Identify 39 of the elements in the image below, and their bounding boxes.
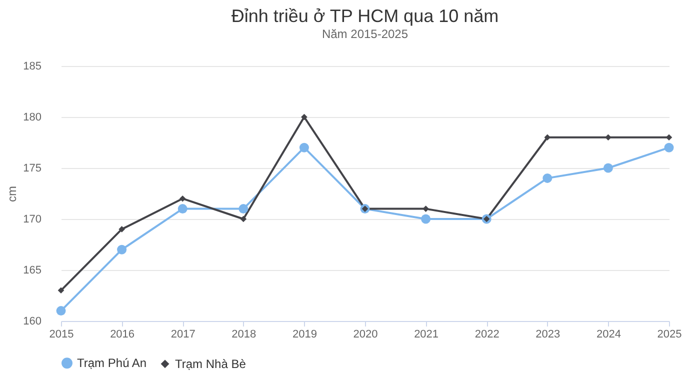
- chart-subtitle: Năm 2015-2025: [322, 27, 408, 41]
- point: [117, 244, 127, 254]
- point: [238, 204, 248, 214]
- point: [605, 134, 612, 141]
- point: [301, 114, 308, 120]
- point: [299, 142, 309, 152]
- chart-title: Đỉnh triều ở TP HCM qua 10 năm: [231, 6, 499, 26]
- point: [118, 226, 125, 232]
- point: [544, 134, 551, 141]
- point: [178, 204, 188, 214]
- point: [666, 134, 672, 141]
- x-tick-label: 2016: [110, 328, 135, 340]
- y-tick-label: 170: [23, 214, 42, 226]
- point: [56, 306, 66, 316]
- legend-label: Trạm Phú An: [77, 356, 147, 370]
- x-tick-label: 2019: [292, 328, 317, 340]
- y-tick-label: 180: [23, 112, 42, 124]
- x-tick-label: 2022: [474, 328, 500, 340]
- y-tick-label: 160: [23, 316, 42, 328]
- x-tick-label: 2025: [657, 328, 682, 340]
- x-tick-label: 2023: [536, 328, 560, 340]
- x-tick-label: 2018: [232, 328, 256, 340]
- x-tick-label: 2020: [353, 328, 378, 340]
- x-tick-label: 2015: [49, 328, 74, 340]
- point: [179, 195, 186, 202]
- point: [603, 163, 613, 173]
- x-tick-label: 2024: [596, 328, 621, 340]
- point: [58, 287, 64, 294]
- point: [542, 173, 552, 183]
- y-tick-label: 175: [23, 162, 42, 174]
- x-tick-label: 2017: [170, 328, 196, 340]
- y-tick-label: 165: [23, 264, 42, 276]
- point: [664, 142, 674, 152]
- y-tick-label: 185: [23, 60, 42, 72]
- x-tick-label: 2021: [414, 328, 439, 340]
- point: [240, 216, 247, 222]
- y-axis-title: cm: [5, 186, 20, 202]
- point: [421, 214, 431, 224]
- legend-label: Trạm Nhà Bè: [175, 356, 246, 371]
